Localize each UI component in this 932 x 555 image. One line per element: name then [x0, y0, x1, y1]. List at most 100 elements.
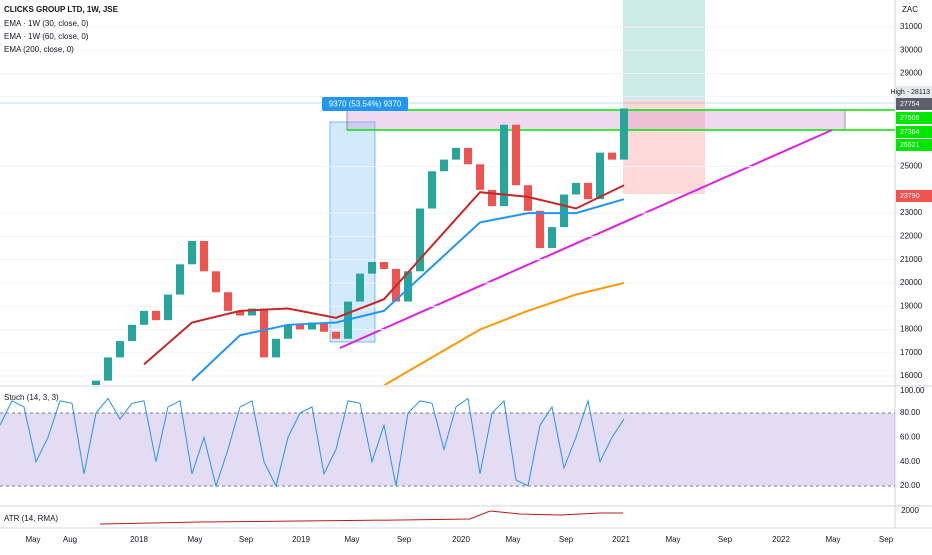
candle: [356, 273, 364, 302]
candle: [584, 182, 592, 200]
time-label: May: [25, 535, 40, 544]
candle: [224, 292, 232, 311]
time-label: May: [187, 535, 202, 544]
candle: [524, 185, 532, 211]
currency: ZAC: [902, 5, 918, 14]
price-tag: [896, 190, 932, 202]
candle: [428, 171, 436, 209]
candle: [368, 261, 376, 274]
candle: [248, 308, 256, 316]
legend: CLICKS GROUP LTD, 1W, JSE EMA · 1W (30, …: [4, 5, 119, 54]
price-tag-label: 27754: [900, 101, 920, 108]
resistance-zone: [346, 109, 846, 131]
candle: [416, 208, 424, 272]
price-tick: 21000: [900, 255, 923, 264]
price-pane: [0, 0, 895, 385]
time-label: 2020: [452, 535, 470, 544]
stoch-band: [0, 413, 895, 486]
stoch-tick: 100.00: [900, 386, 925, 395]
price-tick: 23000: [900, 208, 923, 217]
candle: [404, 271, 412, 302]
candle: [476, 164, 484, 190]
candle: [548, 227, 556, 249]
atr-label: ATR (14, RMA): [4, 514, 58, 523]
time-label: 2019: [292, 535, 310, 544]
price-tag-label: 23790: [900, 193, 920, 200]
stoch-k-line: [0, 397, 625, 488]
price-tag: [896, 86, 932, 98]
candle: [608, 152, 616, 160]
price-tag-label: 26521: [900, 142, 920, 149]
time-label: May: [344, 535, 359, 544]
symbol-label: CLICKS GROUP LTD, 1W, JSE: [4, 5, 119, 14]
price-tick: 25000: [900, 162, 923, 171]
candle: [176, 264, 184, 295]
price-tag-label: 27609: [900, 115, 920, 122]
time-label: May: [825, 535, 840, 544]
ema-label: EMA (200, close, 0): [4, 45, 74, 54]
price-tag: [896, 112, 932, 124]
price-tag: [896, 98, 932, 110]
candle: [152, 310, 160, 321]
price-tag: [896, 126, 932, 138]
price-tag-label: 27364: [900, 129, 920, 136]
candle: [536, 210, 544, 249]
candle: [164, 294, 172, 321]
candle: [332, 331, 340, 339]
candle: [620, 108, 628, 160]
time-label: Sep: [879, 535, 894, 544]
candle: [212, 271, 220, 293]
ema-line: [383, 281, 625, 385]
time-label: 2018: [130, 535, 148, 544]
price-tick: 31000: [900, 22, 923, 31]
price-tick: 30000: [900, 45, 923, 54]
time-label: Sep: [397, 535, 412, 544]
stoch-label: Stoch (14, 3, 3): [4, 393, 59, 402]
stoch-tick: 40.00: [900, 457, 921, 466]
price-tick: 17000: [900, 348, 923, 357]
price-tick: 29000: [900, 69, 923, 78]
candle: [596, 152, 604, 200]
time-label: Sep: [718, 535, 733, 544]
candle: [320, 322, 328, 332]
atr-line: [99, 510, 623, 525]
stoch-pane: [0, 413, 895, 486]
time-label: 2021: [612, 535, 630, 544]
candle: [272, 338, 280, 358]
price-tick: 20000: [900, 278, 923, 287]
candle: [260, 308, 268, 358]
measure-zone: [329, 121, 376, 343]
candle: [140, 310, 148, 325]
ema-line: [191, 198, 625, 382]
time-label: Sep: [239, 535, 254, 544]
time-label: Sep: [559, 535, 574, 544]
atr-tick: 2000: [901, 506, 919, 515]
stop-zone: [623, 100, 705, 194]
candle: [296, 324, 304, 330]
candle: [512, 124, 520, 186]
candle: [572, 182, 580, 195]
candle: [284, 324, 292, 339]
candle: [440, 159, 448, 172]
stoch-tick: 60.00: [900, 432, 921, 441]
price-tick: 18000: [900, 325, 923, 334]
candle: [380, 261, 388, 269]
candle: [92, 380, 100, 385]
ema-label: EMA · 1W (60, close, 0): [4, 32, 89, 41]
price-tag: [896, 139, 932, 151]
price-tick: 16000: [900, 371, 923, 380]
candle: [452, 147, 460, 160]
candle: [488, 189, 496, 207]
candle: [236, 310, 244, 316]
price-tick: 19000: [900, 301, 923, 310]
candle: [116, 341, 124, 358]
price-tick: 22000: [900, 232, 923, 241]
candle: [500, 124, 508, 207]
time-label: 2022: [772, 535, 790, 544]
candle: [308, 322, 316, 330]
candle: [200, 241, 208, 272]
time-label: May: [505, 535, 520, 544]
measure-label: 9370 (53.54%) 9370: [329, 100, 402, 109]
stoch-tick: 80.00: [900, 408, 921, 417]
